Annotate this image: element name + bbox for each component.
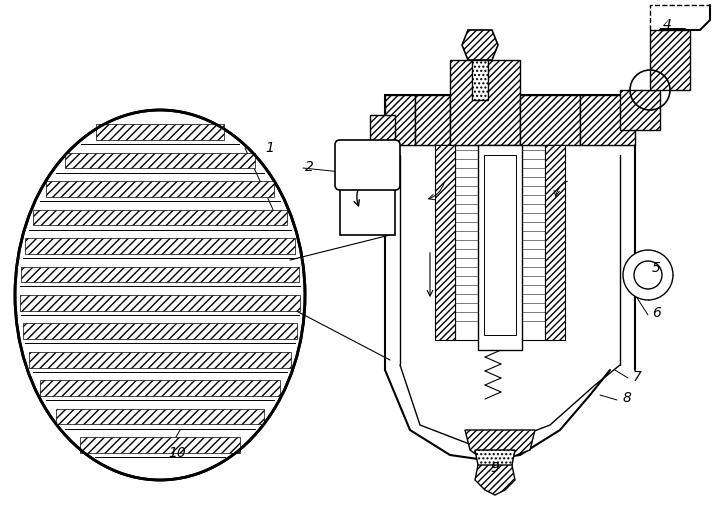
FancyBboxPatch shape (335, 140, 400, 190)
Bar (40, 380, 280, 396)
Polygon shape (520, 95, 580, 145)
Bar (21, 267, 299, 282)
Bar (56, 409, 264, 425)
Bar (484, 155, 516, 335)
Polygon shape (545, 145, 565, 340)
Bar (46, 181, 274, 197)
Bar (65, 153, 255, 168)
Circle shape (623, 250, 673, 300)
Bar (34, 210, 286, 225)
Text: 5: 5 (652, 261, 661, 275)
Bar (80, 437, 240, 453)
Bar (20, 295, 300, 311)
Text: 1: 1 (265, 141, 274, 155)
Text: 7: 7 (633, 370, 642, 384)
Text: 9: 9 (490, 461, 499, 475)
Text: 10: 10 (168, 446, 185, 460)
Text: 6: 6 (652, 306, 661, 320)
Polygon shape (462, 30, 498, 60)
Polygon shape (580, 95, 635, 145)
Polygon shape (475, 450, 515, 475)
Text: 4: 4 (663, 18, 672, 32)
Ellipse shape (15, 110, 305, 480)
Polygon shape (465, 430, 535, 465)
Bar (29, 352, 291, 367)
Bar (25, 238, 295, 254)
Text: 2: 2 (305, 160, 314, 174)
Bar (455, 145, 545, 340)
Bar (97, 124, 223, 140)
Polygon shape (385, 95, 415, 145)
Polygon shape (472, 60, 488, 100)
Polygon shape (435, 145, 455, 340)
Polygon shape (370, 115, 395, 145)
Bar (340, 185, 395, 235)
Text: 3: 3 (464, 33, 473, 47)
Polygon shape (478, 145, 522, 350)
Polygon shape (620, 90, 660, 130)
Text: 8: 8 (623, 391, 632, 405)
Polygon shape (475, 465, 515, 495)
Bar (23, 323, 297, 339)
Polygon shape (450, 60, 520, 145)
Polygon shape (415, 95, 450, 145)
Polygon shape (650, 30, 690, 90)
